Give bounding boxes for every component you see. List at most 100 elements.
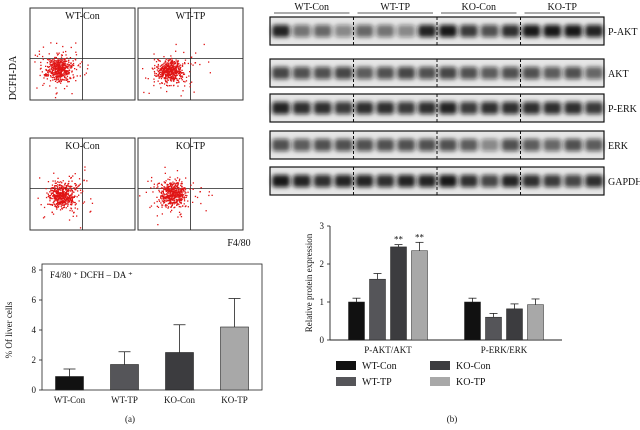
flow-dot [181, 64, 184, 67]
flow-dot [167, 203, 170, 205]
flow-dot [181, 79, 183, 81]
flow-dot [62, 200, 65, 202]
flow-dot [53, 62, 55, 64]
flow-dot [157, 63, 159, 66]
flow-dot [184, 192, 186, 194]
flow-dot [71, 194, 73, 196]
flow-dot [59, 196, 62, 198]
flow-dot [163, 189, 165, 191]
flow-dot [155, 73, 157, 75]
flow-dot [59, 74, 61, 76]
flow-dot [173, 78, 176, 81]
flow-dot [74, 173, 76, 175]
flow-dot [178, 193, 180, 195]
flow-dot [55, 75, 58, 77]
flow-dot [55, 64, 57, 66]
flow-dot [53, 193, 55, 196]
flow-dot [179, 70, 181, 72]
flow-dot [54, 200, 56, 202]
flow-dot [54, 187, 56, 189]
chart-b-legend-swatch [336, 361, 356, 370]
flow-dot [154, 74, 156, 76]
flow-dot [72, 200, 74, 202]
flow-dot [165, 190, 167, 192]
flow-dot [59, 187, 61, 189]
flow-dot [57, 201, 59, 203]
flow-dot [58, 81, 60, 83]
flow-dot [177, 190, 180, 192]
liver-cells-chart-svg: F4/80 ⁺ DCFH – DA ⁺ % Of liver cells 0 2 4 6 8… [4, 263, 263, 405]
flow-plot-wt-tp: WT-TP [137, 7, 244, 101]
flow-dot [173, 69, 175, 71]
flow-dot [55, 65, 58, 67]
flow-dot [169, 176, 171, 178]
flow-dot [56, 71, 58, 73]
flow-dot [70, 77, 72, 80]
flow-dot [65, 186, 67, 188]
flow-dot [183, 51, 185, 54]
wb-band [459, 66, 478, 80]
flow-dot [164, 199, 166, 201]
flow-dot [156, 187, 158, 189]
flow-dot [168, 187, 170, 189]
flow-dot [165, 66, 167, 68]
flow-dot [176, 170, 179, 172]
flow-dot [63, 191, 65, 193]
flow-dot [54, 64, 56, 66]
wb-band-label: P-AKT [608, 27, 637, 38]
flow-dot [53, 194, 56, 196]
flow-dot [58, 72, 60, 74]
wb-row-erk: ERK [269, 130, 629, 160]
flow-dot [48, 53, 50, 55]
flow-dot [47, 66, 49, 68]
flow-dot [169, 201, 171, 203]
flow-dot [178, 68, 180, 71]
wb-band [376, 24, 395, 38]
flow-dot [58, 75, 61, 77]
flow-dot [174, 185, 176, 187]
flow-dot [54, 182, 56, 184]
flow-dot [177, 196, 179, 198]
flow-dot [50, 59, 52, 61]
flow-dot [70, 65, 72, 67]
flow-dot [170, 189, 172, 192]
flow-dot [173, 62, 175, 65]
flow-dot [159, 83, 161, 85]
flow-dot [55, 195, 57, 197]
flow-dot [59, 75, 61, 77]
flow-dot [168, 75, 171, 77]
flow-dot [56, 198, 58, 200]
flow-dot [148, 92, 150, 94]
flow-dot [163, 197, 165, 199]
flow-dot [153, 70, 156, 73]
chart-a-ytick-label: 2 [32, 355, 37, 365]
flow-dot [169, 68, 171, 70]
flow-dot [157, 71, 159, 73]
wb-band [439, 24, 457, 38]
flow-dot [163, 70, 165, 72]
flow-dot [149, 206, 151, 209]
flow-dot [180, 184, 182, 187]
flow-dot [52, 213, 55, 215]
flow-dot [180, 182, 182, 185]
wb-group-label: WT-TP [380, 2, 410, 13]
flow-dot [164, 64, 166, 66]
flow-dot [172, 196, 174, 198]
flow-dots [139, 166, 213, 226]
flow-dot [154, 67, 156, 69]
flow-xlabel: F4/80 [227, 238, 250, 249]
chart-b-legend-swatch [430, 377, 450, 386]
flow-dot [175, 71, 177, 73]
flow-dot [53, 195, 55, 197]
flow-dot [178, 196, 180, 198]
flow-dot [57, 194, 59, 196]
western-blot: WT-Con WT-TP KO-Con KO-TP P-AKT AKT P-ERK ERK G… [260, 0, 640, 210]
wb-band [501, 174, 520, 188]
flow-dot [176, 200, 178, 203]
flow-dot [70, 189, 72, 191]
flow-dot [73, 211, 75, 213]
flow-dot [63, 88, 66, 90]
flow-dot [181, 198, 183, 201]
wb-band-lanes [272, 174, 603, 188]
flow-dot [170, 183, 172, 185]
